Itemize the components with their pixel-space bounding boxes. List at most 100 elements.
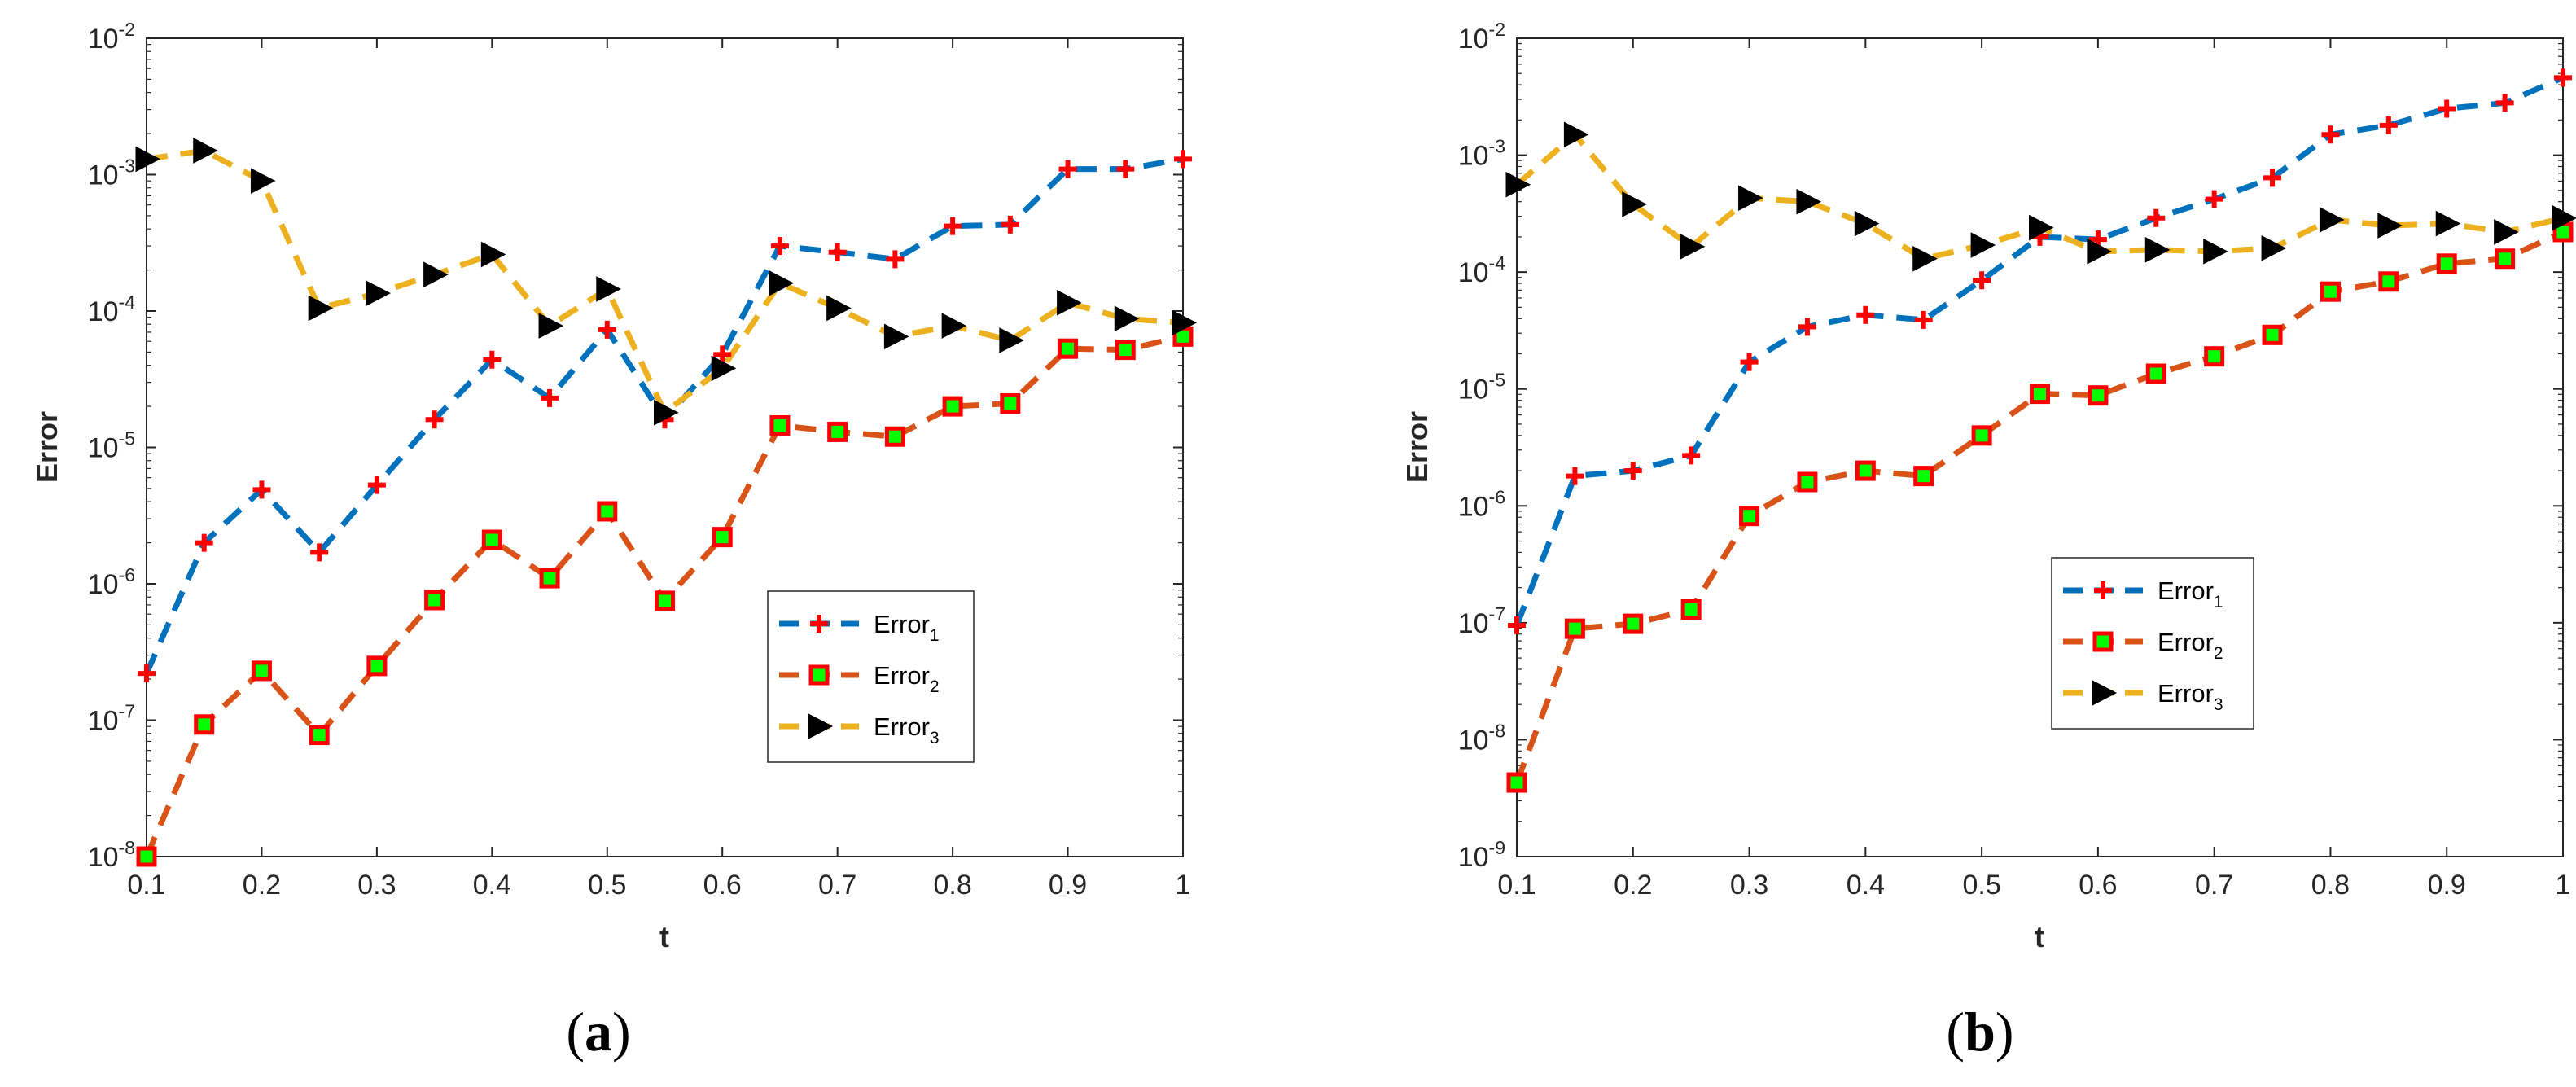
marker-b-s3-p16	[2377, 213, 2403, 239]
y-tick-label-b: 10-3	[1458, 136, 1505, 172]
marker-b-s2-p9	[1971, 425, 1992, 446]
x-tick-label-a: 0.4	[473, 870, 511, 901]
legend-label: Error2	[874, 661, 940, 696]
marker-a-legend-s3-p1	[808, 713, 834, 739]
y-tick-label-a: 10-5	[88, 428, 135, 464]
y-tick-label-a: 10-2	[88, 19, 135, 55]
marker-b-s3-p15	[2319, 207, 2345, 233]
marker-b-s2-p19	[2552, 221, 2574, 243]
marker-b-s3-p10	[2029, 214, 2054, 241]
marker-b-s2-p18	[2495, 248, 2516, 270]
x-tick-label-a: 0.6	[703, 870, 742, 901]
marker-b-s1-p3	[1623, 462, 1642, 480]
marker-b-s1-p7	[1856, 305, 1875, 324]
marker-b-s1-p12	[2147, 208, 2166, 227]
y-tick-label-b: 10-6	[1458, 486, 1505, 522]
marker-a-s3-p19	[1172, 309, 1198, 336]
marker-a-s3-p1	[135, 146, 161, 173]
chart-panel-a: 0.1 0.2 0.3 0.4 0.5 0.6 0.7 0.8 0.9 1 10-810-710-…	[30, 19, 1198, 1063]
legend-b: Error1 Error2 Error3	[2051, 557, 2254, 730]
marker-b-s2-p11	[2088, 385, 2109, 406]
x-tick-label-a: 1	[1176, 870, 1191, 901]
x-tick-label-b: 0.6	[2079, 870, 2117, 901]
marker-a-s1-p1	[138, 664, 156, 683]
panel-label-b: b	[1965, 1001, 1996, 1063]
marker-b-s1-p13	[2205, 190, 2223, 208]
legend-entry-b-error1: Error1	[2063, 576, 2223, 611]
x-tick-label-b: 0.3	[1730, 870, 1768, 901]
marker-b-legend-s3-p1	[2092, 680, 2118, 706]
marker-a-s2-p7	[481, 529, 502, 550]
marker-b-s1-p16	[2379, 116, 2398, 134]
y-tick-label-a: 10-7	[88, 701, 135, 737]
marker-b-s2-p16	[2378, 271, 2399, 292]
marker-a-s3-p13	[826, 295, 852, 322]
marker-b-legend-s1-p1	[2094, 581, 2112, 599]
marker-b-s3-p4	[1680, 234, 1706, 260]
marker-b-s3-p6	[1796, 188, 1822, 215]
marker-a-s3-p12	[769, 270, 795, 296]
marker-b-s3-p18	[2494, 219, 2519, 245]
marker-b-s3-p3	[1622, 191, 1647, 217]
marker-a-s1-p2	[195, 533, 213, 552]
x-axis-ticks-b: 0.1 0.2 0.3 0.4 0.5 0.6 0.7 0.8 0.9 1	[1497, 38, 2570, 901]
marker-b-s1-p5	[1740, 353, 1759, 371]
x-tick-label-a: 0.2	[243, 870, 281, 901]
marker-b-s3-p11	[2087, 239, 2112, 265]
x-axis-label-b: t	[2035, 920, 2044, 953]
marker-b-s2-p1	[1506, 772, 1527, 793]
marker-a-s2-p10	[655, 590, 675, 611]
marker-a-s3-p14	[883, 323, 909, 350]
marker-a-s2-p5	[366, 655, 388, 677]
panel-label-a: a	[585, 1001, 612, 1063]
y-axis-ticks-a: 10-8 10-7 10-6 10-5 10-4 10-3 10-2	[88, 19, 1183, 873]
marker-a-s3-p16	[999, 327, 1024, 353]
plot-area-b	[1516, 37, 2564, 857]
marker-b-s3-p7	[1854, 210, 1880, 237]
marker-a-s2-p16	[1000, 393, 1021, 414]
y-tick-label-b: 10-9	[1458, 837, 1505, 873]
x-tick-label-a: 0.8	[933, 870, 971, 901]
marker-a-s2-p1	[136, 846, 157, 867]
y-tick-label-b: 10-7	[1458, 603, 1505, 639]
marker-a-s3-p6	[423, 261, 449, 288]
y-axis-label-a: Error	[30, 411, 64, 483]
marker-a-s1-p3	[252, 480, 271, 499]
y-tick-label-a: 10-6	[88, 564, 135, 600]
marker-a-s2-p11	[712, 527, 733, 548]
marker-b-s1-p4	[1682, 446, 1701, 465]
x-axis-ticks-a: 0.1 0.2 0.3 0.4 0.5 0.6 0.7 0.8 0.9 1	[127, 38, 1190, 901]
x-tick-label-b: 0.5	[1962, 870, 2000, 901]
marker-a-s1-p7	[483, 350, 502, 369]
marker-a-s2-p18	[1115, 340, 1136, 361]
marker-b-s2-p14	[2262, 324, 2283, 345]
x-tick-label-a: 0.1	[127, 870, 165, 901]
marker-a-s1-p19	[1174, 150, 1192, 169]
marker-a-s1-p6	[425, 410, 444, 429]
legend-label: Error2	[2158, 628, 2223, 663]
marker-a-s3-p5	[366, 280, 391, 306]
x-tick-label-b: 0.1	[1497, 870, 1536, 901]
marker-b-s3-p8	[1912, 245, 1938, 272]
marker-b-s3-p19	[2552, 204, 2576, 231]
marker-a-s2-p6	[424, 590, 445, 611]
y-tick-label-b: 10-2	[1458, 19, 1505, 55]
chart-panel-b: 0.1 0.2 0.3 0.4 0.5 0.6 0.7 0.8 0.9 1 10-9 10-8 10-…	[1400, 19, 2576, 1063]
legend-entry-a-error3: Error3	[779, 712, 940, 747]
marker-a-s3-p11	[711, 355, 737, 382]
legend-label: Error1	[2158, 576, 2223, 611]
y-tick-label-b: 10-5	[1458, 370, 1505, 405]
marker-b-s1-p8	[1914, 310, 1933, 329]
y-tick-label-a: 10-4	[88, 291, 135, 327]
marker-a-s2-p13	[827, 421, 848, 442]
plot-area-a	[146, 37, 1184, 857]
series-markers-a	[135, 138, 1198, 867]
marker-b-s2-p10	[2030, 384, 2050, 405]
marker-a-s1-p13	[828, 243, 847, 261]
marker-b-s1-p2	[1566, 467, 1584, 485]
marker-a-s3-p4	[308, 295, 334, 322]
y-axis-label-b: Error	[1400, 411, 1434, 483]
marker-a-s2-p9	[597, 501, 618, 522]
marker-a-s2-p17	[1058, 338, 1079, 359]
